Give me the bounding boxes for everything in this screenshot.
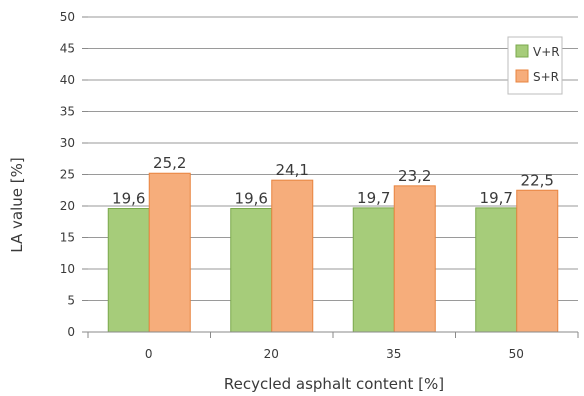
y-tick-label: 15 — [60, 231, 75, 245]
legend-label: S+R — [533, 70, 559, 84]
data-label: 19,7 — [357, 189, 390, 207]
data-label: 23,2 — [398, 167, 431, 185]
x-axis-ticks: 0 20 35 50 — [87, 332, 579, 361]
legend-label: V+R — [533, 45, 560, 59]
data-label: 19,6 — [112, 190, 145, 208]
bar-v-r-20 — [230, 208, 273, 333]
y-tick-label: 10 — [60, 262, 75, 276]
legend: V+R S+R — [507, 36, 563, 95]
data-label: 19,6 — [235, 190, 268, 208]
bars — [107, 172, 559, 333]
y-tick-label: 0 — [67, 325, 75, 339]
bar-s-r-50 — [516, 189, 559, 333]
x-tick-label: 0 — [145, 347, 153, 361]
y-axis-ticks: 0 5 10 15 20 25 30 35 40 45 50 — [60, 10, 88, 339]
data-label: 25,2 — [153, 154, 186, 172]
data-labels: 19,6 25,2 19,6 24,1 19,7 23,2 19,7 22,5 — [112, 154, 554, 207]
y-tick-label: 5 — [67, 294, 75, 308]
y-tick-label: 25 — [60, 168, 75, 182]
y-tick-label: 50 — [60, 10, 75, 24]
data-label: 22,5 — [521, 171, 554, 189]
bar-s-r-35 — [393, 185, 436, 333]
x-tick-label: 35 — [386, 347, 401, 361]
bar-v-r-50 — [475, 207, 518, 333]
bar-v-r-35 — [352, 207, 395, 333]
y-tick-label: 30 — [60, 136, 75, 150]
x-axis-label: Recycled asphalt content [%] — [224, 375, 444, 393]
bar-s-r-0 — [148, 172, 191, 333]
bar-v-r-0 — [107, 208, 150, 333]
y-tick-label: 40 — [60, 73, 75, 87]
legend-swatch — [515, 44, 529, 58]
y-axis-label: LA value [%] — [8, 157, 26, 252]
y-tick-label: 20 — [60, 199, 75, 213]
x-tick-label: 20 — [264, 347, 279, 361]
legend-swatch — [515, 69, 529, 83]
x-tick-label: 50 — [509, 347, 524, 361]
y-tick-label: 45 — [60, 42, 75, 56]
data-label: 24,1 — [276, 161, 309, 179]
data-label: 19,7 — [480, 189, 513, 207]
bar-s-r-20 — [271, 179, 314, 333]
y-tick-label: 35 — [60, 105, 75, 119]
